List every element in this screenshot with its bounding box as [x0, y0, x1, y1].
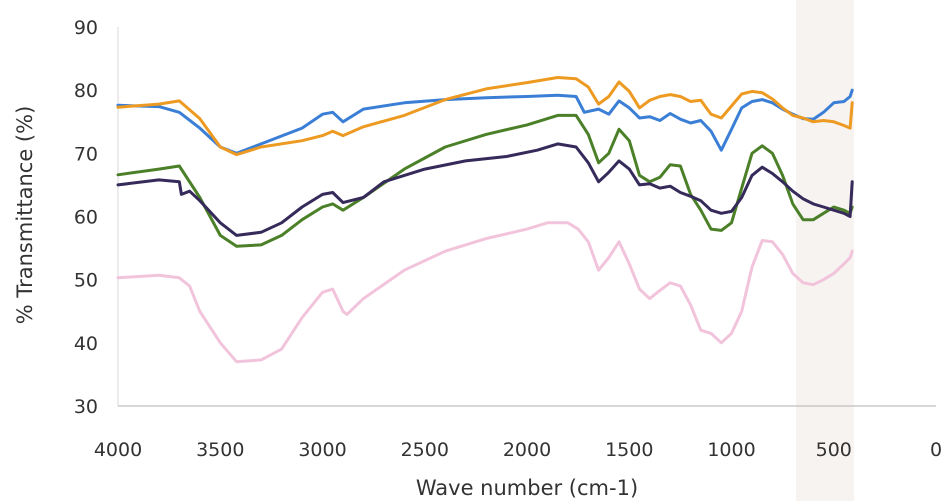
x-tick-label: 2000 — [503, 439, 551, 461]
series-line-2 — [116, 76, 854, 157]
x-tick-label: 3500 — [196, 439, 244, 461]
y-axis-tick-labels: 90 80 70 60 50 40 30 — [74, 17, 98, 418]
y-tick-label: 90 — [74, 17, 98, 39]
y-tick-label: 70 — [74, 143, 98, 165]
axes — [117, 27, 936, 407]
x-tick-label: 2500 — [401, 439, 449, 461]
x-tick-label: 0 — [930, 439, 942, 461]
scan-artifact-band — [796, 0, 854, 501]
series-line-5 — [116, 221, 854, 364]
x-tick-label: 1000 — [707, 439, 755, 461]
x-tick-label: 500 — [816, 439, 852, 461]
series-line-1 — [116, 88, 854, 155]
x-tick-label: 3000 — [298, 439, 346, 461]
x-axis-tick-labels: 4000 3500 3000 2500 2000 1500 1000 500 0 — [94, 439, 942, 461]
series-line-3 — [116, 113, 854, 248]
x-tick-label: 1500 — [605, 439, 653, 461]
y-tick-label: 50 — [74, 270, 98, 292]
x-tick-label: 4000 — [94, 439, 142, 461]
y-axis-title: % Transmittance (%) — [13, 106, 37, 325]
y-tick-label: 30 — [74, 396, 98, 418]
series-line-4 — [116, 142, 854, 237]
plot-area — [116, 76, 854, 364]
y-tick-label: 40 — [74, 333, 98, 355]
y-tick-label: 80 — [74, 80, 98, 102]
x-axis-title: Wave number (cm-1) — [416, 476, 638, 500]
y-tick-label: 60 — [74, 207, 98, 229]
